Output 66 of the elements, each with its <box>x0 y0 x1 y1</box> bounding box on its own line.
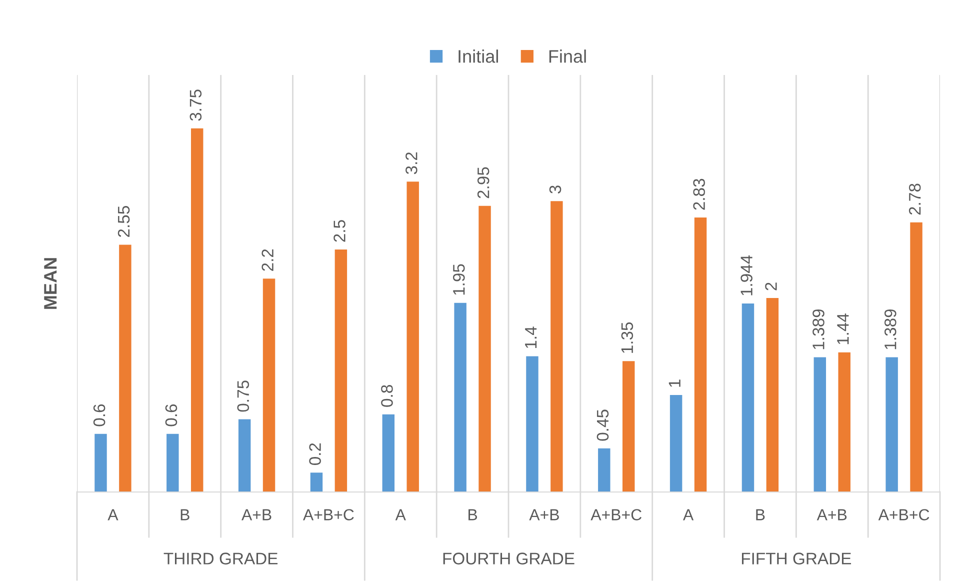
bar <box>694 218 707 492</box>
x-tick-label: A <box>395 509 406 520</box>
bar <box>670 395 682 492</box>
bar <box>886 357 898 492</box>
bar <box>478 206 491 492</box>
x-tick-label: A+B <box>529 509 559 520</box>
bar <box>190 128 204 492</box>
data-label: 0.2 <box>309 443 321 466</box>
text: FOURTH GRADE <box>443 552 574 564</box>
bar <box>406 182 419 492</box>
data-label: 3.2 <box>406 152 418 174</box>
bar <box>262 278 276 492</box>
data-label: 0.6 <box>165 404 178 426</box>
data-label: 0.75 <box>237 380 250 412</box>
data-label: 3.75 <box>190 90 202 121</box>
bar <box>310 472 323 492</box>
data-label: 2 <box>765 282 777 290</box>
data-label: 0.45 <box>596 410 609 441</box>
data-label: 3 <box>549 186 562 194</box>
bar <box>814 357 826 492</box>
data-label: 1.95 <box>452 264 465 295</box>
data-label: 2.83 <box>693 178 705 210</box>
data-label: 1.389 <box>884 309 896 350</box>
data-label: 2.55 <box>118 206 130 237</box>
data-label: 2.2 <box>262 249 274 271</box>
bar <box>742 303 754 492</box>
data-label: 0.8 <box>381 385 393 407</box>
data-label: 2.5 <box>334 220 346 242</box>
bar <box>334 250 348 492</box>
x-tick-label: A <box>108 509 118 520</box>
x-tick-label: B <box>468 509 478 520</box>
data-label: 0.6 <box>93 404 106 426</box>
bar <box>838 352 850 492</box>
x-tick-label: A <box>682 509 694 520</box>
y-axis-title: MEAN <box>44 258 57 309</box>
legend-label: Final <box>549 50 586 63</box>
x-tick-label: A+B+C <box>302 509 354 520</box>
bar <box>238 419 251 492</box>
bar <box>119 244 132 492</box>
x-tick-label: B <box>180 509 190 520</box>
x-tick-label: A+B+C <box>878 509 930 520</box>
x-tick-label: A+B <box>816 509 847 520</box>
data-label: 1.944 <box>740 255 752 296</box>
bar <box>382 414 395 492</box>
x-tick-label: B <box>756 509 765 520</box>
text: FIFTH GRADE <box>742 552 852 564</box>
bar <box>766 298 779 492</box>
bar <box>526 356 538 492</box>
bar <box>166 434 179 492</box>
bar <box>550 201 563 492</box>
data-label: 1.4 <box>525 326 537 348</box>
data-label: 1.44 <box>837 313 849 344</box>
data-label: 2.78 <box>908 184 921 215</box>
bar <box>94 434 107 492</box>
data-label: 1.389 <box>812 309 824 350</box>
x-tick-label: A+B+C <box>590 509 642 520</box>
bar <box>454 302 466 492</box>
legend-label: Initial <box>458 50 498 63</box>
bar <box>622 361 635 492</box>
bar <box>598 448 610 492</box>
data-label: 1 <box>668 380 680 387</box>
text: THIRD GRADE <box>164 552 278 564</box>
bar <box>910 222 922 492</box>
data-label: 1.35 <box>621 322 634 353</box>
data-label: 2.95 <box>477 167 490 198</box>
x-tick-label: A+B <box>242 509 272 520</box>
